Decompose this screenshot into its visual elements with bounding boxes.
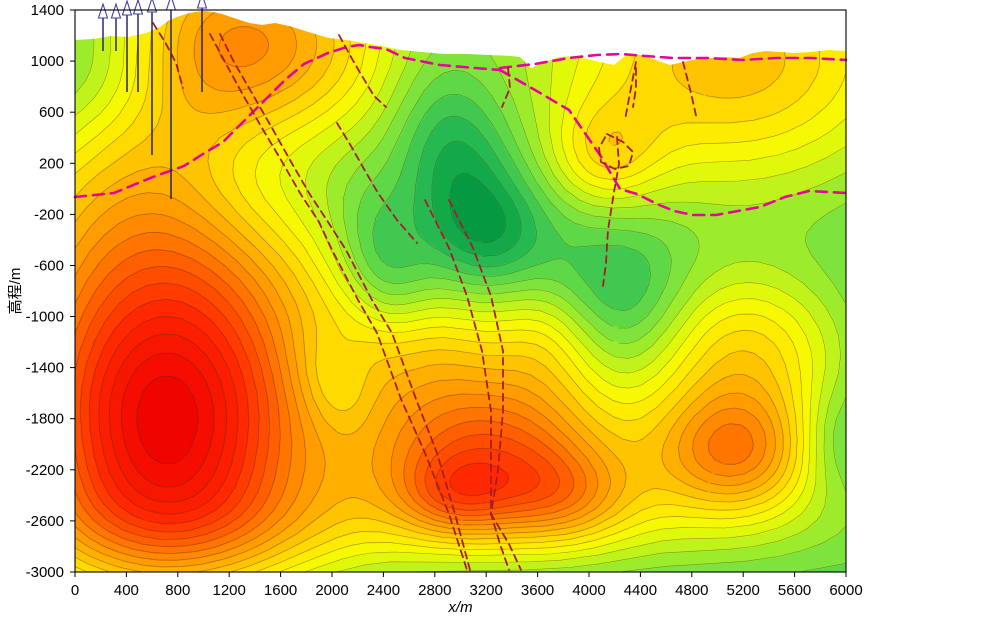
svg-text:5600: 5600 bbox=[778, 582, 811, 599]
svg-text:4800: 4800 bbox=[675, 582, 708, 599]
svg-text:1400: 1400 bbox=[31, 2, 64, 19]
svg-text:2000: 2000 bbox=[315, 582, 348, 599]
svg-text:1200: 1200 bbox=[213, 582, 246, 599]
svg-text:400: 400 bbox=[114, 582, 139, 599]
svg-text:-1800: -1800 bbox=[26, 411, 64, 428]
svg-text:-1400: -1400 bbox=[26, 360, 64, 377]
svg-text:-1000: -1000 bbox=[26, 309, 64, 326]
svg-text:-600: -600 bbox=[34, 258, 64, 275]
svg-text:200: 200 bbox=[39, 155, 64, 172]
svg-text:600: 600 bbox=[39, 104, 64, 121]
svg-text:6000: 6000 bbox=[829, 582, 862, 599]
svg-text:4400: 4400 bbox=[624, 582, 657, 599]
svg-text:-2600: -2600 bbox=[26, 513, 64, 530]
svg-text:800: 800 bbox=[165, 582, 190, 599]
svg-text:0: 0 bbox=[71, 582, 79, 599]
svg-text:1000: 1000 bbox=[31, 53, 64, 70]
svg-text:1600: 1600 bbox=[264, 582, 297, 599]
svg-text:高程/m: 高程/m bbox=[7, 268, 24, 315]
svg-text:-3000: -3000 bbox=[26, 564, 64, 581]
svg-text:5200: 5200 bbox=[727, 582, 760, 599]
svg-text:3600: 3600 bbox=[521, 582, 554, 599]
svg-text:4000: 4000 bbox=[572, 582, 605, 599]
svg-text:-200: -200 bbox=[34, 206, 64, 223]
svg-text:2400: 2400 bbox=[367, 582, 400, 599]
svg-text:x/m: x/m bbox=[447, 599, 472, 616]
svg-text:3200: 3200 bbox=[470, 582, 503, 599]
svg-text:2800: 2800 bbox=[418, 582, 451, 599]
svg-text:-2200: -2200 bbox=[26, 462, 64, 479]
